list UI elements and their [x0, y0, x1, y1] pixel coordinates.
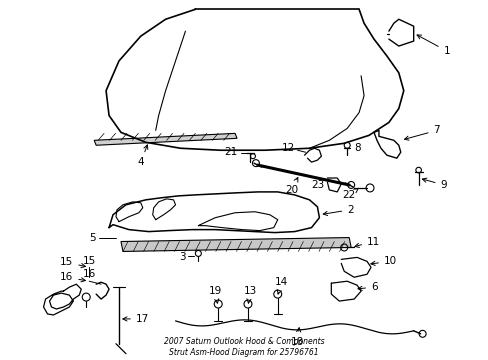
Text: 23: 23	[310, 180, 324, 190]
Text: 9: 9	[422, 178, 446, 190]
Text: 3: 3	[179, 252, 185, 262]
Text: 5: 5	[89, 233, 96, 243]
Text: 16: 16	[82, 269, 96, 279]
Text: 15: 15	[82, 256, 96, 266]
Text: 12: 12	[281, 143, 294, 153]
Text: 2: 2	[323, 205, 353, 216]
Text: 13: 13	[243, 286, 256, 303]
Text: 17: 17	[122, 314, 149, 324]
Text: 1: 1	[416, 35, 449, 56]
Text: 8: 8	[353, 143, 360, 153]
Text: 6: 6	[357, 282, 377, 292]
Text: 11: 11	[354, 237, 380, 247]
Text: 14: 14	[275, 277, 288, 294]
Polygon shape	[94, 133, 237, 145]
Text: 7: 7	[404, 125, 439, 140]
Text: 15: 15	[60, 257, 85, 267]
Polygon shape	[121, 238, 350, 251]
Text: 18: 18	[290, 328, 304, 347]
Text: 22: 22	[342, 188, 358, 200]
Text: 21: 21	[224, 147, 237, 157]
Text: 2007 Saturn Outlook Hood & Components
Strut Asm-Hood Diagram for 25796761: 2007 Saturn Outlook Hood & Components St…	[163, 337, 324, 357]
Text: 20: 20	[285, 177, 298, 195]
Text: 4: 4	[137, 145, 147, 167]
Text: 19: 19	[208, 286, 222, 303]
Text: 16: 16	[60, 272, 85, 282]
Text: 10: 10	[370, 256, 396, 266]
